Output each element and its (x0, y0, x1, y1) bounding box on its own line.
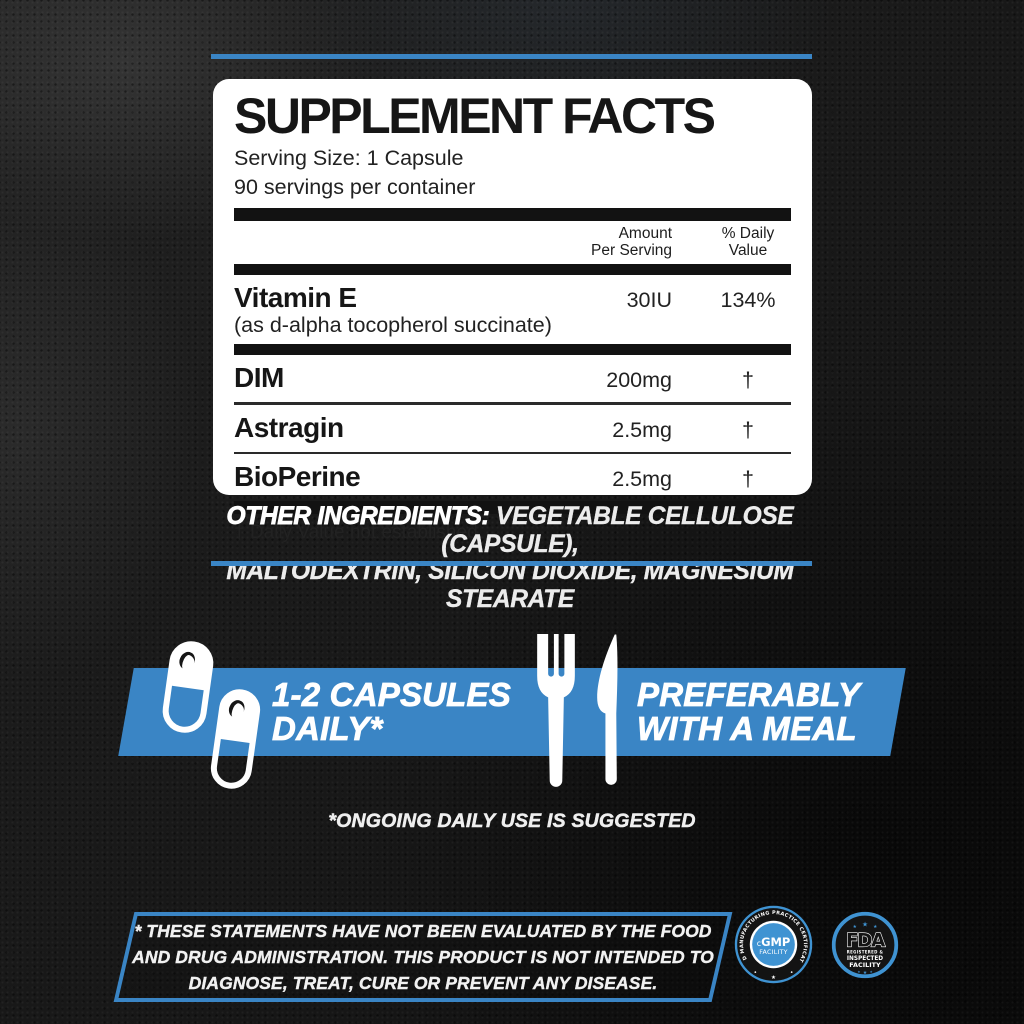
bottom-accent-line (211, 561, 812, 566)
supplement-facts-panel: SUPPLEMENT FACTS Serving Size: 1 Capsule… (213, 79, 812, 543)
ingredient-detail: (as d-alpha tocopherol succinate) (234, 313, 552, 337)
divider-bar (234, 344, 791, 355)
fork-icon (537, 634, 575, 787)
ingredient-dv: 134% (720, 288, 776, 312)
ingredient-dv: † (742, 467, 754, 491)
svg-text:★: ★ (862, 921, 868, 929)
daily-value-header: % Daily Value (721, 225, 775, 259)
table-row: DIM 200mg † (234, 355, 791, 402)
divider-bar (234, 208, 791, 221)
ingredient-dv: † (742, 417, 754, 442)
ingredient-name: BioPerine (234, 461, 361, 492)
amount-header: Amount Per Serving (591, 225, 672, 259)
svg-text:cGMP: cGMP (757, 935, 791, 949)
other-ingredients: OTHER INGREDIENTS: VEGETABLE CELLULOSE (… (167, 502, 853, 613)
svg-text:★: ★ (857, 970, 860, 974)
ongoing-use-note: *ONGOING DAILY USE IS SUGGESTED (328, 810, 696, 833)
fda-acronym: FDA (846, 930, 886, 951)
ingredient-name: DIM (234, 362, 284, 393)
disclaimer-line3: DIAGNOSE, TREAT, CURE OR PREVENT ANY DIS… (188, 973, 658, 993)
capsules-daily-text: 1-2 CAPSULES DAILY* (272, 676, 512, 747)
svg-text:★: ★ (853, 924, 857, 930)
fda-disclaimer-box: * THESE STATEMENTS HAVE NOT BEEN EVALUAT… (113, 912, 733, 1002)
cgmp-facility-label: FACILITY (759, 949, 788, 956)
table-row: Astragin 2.5mg † (234, 405, 791, 452)
ingredient-amount: 30IU (626, 288, 672, 312)
servings-per-container: 90 servings per container (234, 175, 476, 199)
ingredient-amount: 2.5mg (612, 467, 672, 491)
fda-registered: REGISTERED & (847, 950, 884, 955)
ingredient-name: Vitamin E (234, 282, 357, 313)
divider-bar (234, 501, 791, 514)
top-accent-line (211, 54, 812, 59)
other-ingredients-label: OTHER INGREDIENTS: (226, 502, 490, 530)
disclaimer-line2: AND DRUG ADMINISTRATION. THIS PRODUCT IS… (132, 947, 714, 967)
ingredient-amount: 2.5mg (612, 417, 672, 442)
fda-badge-icon: ★ ★ ★ FDA REGISTERED & INSPECTED FACILIT… (831, 911, 899, 979)
fda-inspected: INSPECTED (847, 956, 883, 962)
table-row: Vitamin E 30IU 134% (234, 275, 791, 314)
cgmp-bottom-star: ★ (771, 975, 776, 981)
ingredient-name: Astragin (234, 411, 344, 443)
table-header-row: Amount Per Serving % Daily Value (234, 221, 791, 264)
serving-size: Serving Size: 1 Capsule (234, 146, 464, 170)
cgmp-badge-icon: GOOD MANUFACTURING PRACTICE CERTIFICATIO… (734, 905, 813, 984)
cgmp-main: GMP (761, 935, 790, 949)
row-separator (234, 451, 791, 454)
fda-facility: FACILITY (849, 961, 881, 969)
row-separator (234, 402, 791, 405)
svg-text:★: ★ (863, 970, 867, 976)
knife-icon (597, 634, 618, 785)
ingredient-amount: 200mg (606, 368, 672, 392)
table-row: BioPerine 2.5mg † (234, 454, 791, 501)
svg-text:★: ★ (873, 924, 877, 930)
with-meal-text: PREFERABLY WITH A MEAL (637, 676, 861, 747)
svg-text:★: ★ (870, 970, 873, 974)
ingredient-dv: † (742, 368, 754, 392)
supplement-facts-title: SUPPLEMENT FACTS (234, 88, 716, 144)
cgmp-prefix: c (757, 939, 761, 948)
disclaimer-line1: * THESE STATEMENTS HAVE NOT BEEN EVALUAT… (134, 921, 712, 941)
other-ingredients-line1: VEGETABLE CELLULOSE (CAPSULE), (441, 502, 794, 558)
daily-value-footnote: † Daily Value not established. (234, 522, 483, 543)
divider-bar (234, 264, 791, 275)
